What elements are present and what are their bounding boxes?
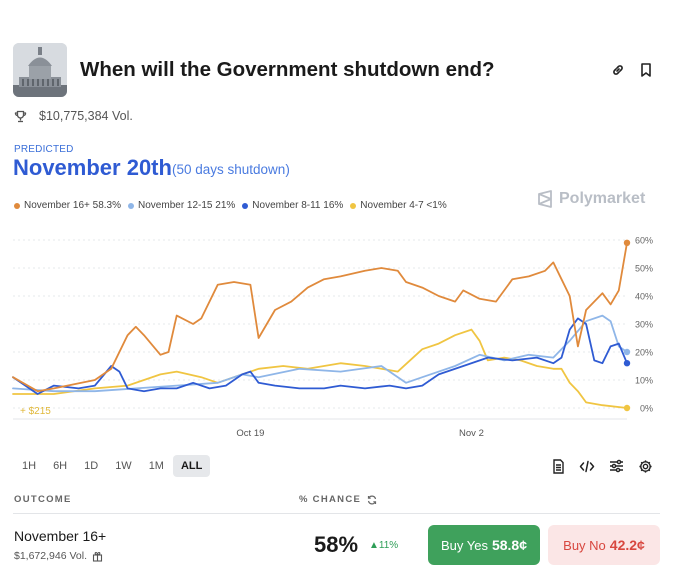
legend-dot xyxy=(14,202,20,209)
legend-label: November 12-15 21% xyxy=(138,200,236,211)
refresh-icon[interactable] xyxy=(367,495,377,505)
outcome-change: ▲11% xyxy=(369,540,399,551)
bookmark-icon[interactable] xyxy=(637,61,655,79)
range-1w[interactable]: 1W xyxy=(115,460,132,472)
legend-item: November 4-7 <1% xyxy=(350,200,447,211)
range-1d[interactable]: 1D xyxy=(84,460,99,472)
legend-label: November 16+ 58.3% xyxy=(24,200,122,211)
buy-yes-price: 58.8¢ xyxy=(491,537,528,553)
y-tick-label: 20% xyxy=(635,348,653,358)
x-tick-label: Oct 19 xyxy=(236,428,264,439)
range-all[interactable]: ALL xyxy=(172,455,211,477)
gear-icon[interactable] xyxy=(637,458,653,474)
series-end-point xyxy=(623,348,631,356)
chart-tools xyxy=(550,458,666,474)
range-6h[interactable]: 6H xyxy=(53,460,68,472)
series-line xyxy=(12,328,628,409)
series-line xyxy=(12,314,628,393)
series-line xyxy=(12,241,628,393)
buy-yes-button[interactable]: Buy Yes 58.8¢ xyxy=(428,525,540,565)
outcome-volume-text: $1,672,946 Vol. xyxy=(14,550,87,562)
buy-no-price: 42.2¢ xyxy=(609,537,645,553)
buy-no-button[interactable]: Buy No 42.2¢ xyxy=(548,525,660,565)
predicted-label: PREDICTED xyxy=(14,144,74,155)
volume-text: $10,775,384 Vol. xyxy=(39,109,133,123)
y-tick-label: 50% xyxy=(635,264,653,274)
document-icon[interactable] xyxy=(550,458,566,474)
market-thumbnail xyxy=(13,43,67,97)
y-tick-label: 40% xyxy=(635,292,653,302)
outcome-column-header: OUTCOME xyxy=(14,494,72,505)
legend-item: November 12-15 21% xyxy=(128,200,235,211)
legend-label: November 8-11 16% xyxy=(252,200,344,211)
predicted-value: November 20th xyxy=(13,155,172,180)
sliders-icon[interactable] xyxy=(608,458,624,474)
buy-no-label: Buy No xyxy=(563,537,606,553)
predicted-note: (50 days shutdown) xyxy=(172,162,290,177)
legend-label: November 4-7 <1% xyxy=(360,200,447,211)
legend-item: November 16+ 58.3% xyxy=(14,200,121,211)
outcome-volume: $1,672,946 Vol. xyxy=(14,550,103,562)
y-tick-label: 30% xyxy=(635,320,653,330)
y-tick-label: 10% xyxy=(635,376,653,386)
range-1h[interactable]: 1H xyxy=(22,460,37,472)
watermark-text: Polymarket xyxy=(559,190,646,207)
outcome-chance: 58% xyxy=(314,532,359,557)
market-title: When will the Government shutdown end? xyxy=(80,58,495,81)
legend-item: November 8-11 16% xyxy=(242,200,343,211)
series-end-point xyxy=(623,239,631,246)
price-chart[interactable]: 60% 50% 40% 30% 20% 10% 0% Oct 19 Nov 2 + $215 xyxy=(0,226,680,446)
y-tick-label: 60% xyxy=(635,236,653,246)
legend-dot xyxy=(128,202,135,209)
polymarket-logo-icon xyxy=(538,190,552,208)
embed-code-icon[interactable] xyxy=(579,458,595,474)
chart-annotation: + $215 xyxy=(20,406,51,417)
legend-dot xyxy=(242,202,249,209)
capitol-icon xyxy=(13,43,67,97)
x-tick-label: Nov 2 xyxy=(459,428,484,439)
series-end-point xyxy=(623,404,631,412)
series-end-point xyxy=(623,360,631,367)
market-volume: $10,775,384 Vol. xyxy=(14,109,133,123)
gift-icon xyxy=(92,551,103,562)
trophy-icon xyxy=(14,110,27,122)
table-divider xyxy=(13,513,660,514)
buy-yes-label: Buy Yes xyxy=(440,537,488,553)
legend-dot xyxy=(350,202,357,209)
link-icon[interactable] xyxy=(609,61,627,79)
time-range-selector: 1H 6H 1D 1W 1M ALL xyxy=(14,455,211,477)
chance-header-label: % CHANCE xyxy=(299,494,362,505)
chance-column-header: % CHANCE xyxy=(299,494,377,505)
outcome-name[interactable]: November 16+ xyxy=(14,528,107,544)
polymarket-watermark: Polymarket xyxy=(536,190,645,208)
y-tick-label: 0% xyxy=(640,404,653,414)
chart-legend: November 16+ 58.3% November 12-15 21% No… xyxy=(14,200,454,211)
range-1m[interactable]: 1M xyxy=(148,460,164,472)
